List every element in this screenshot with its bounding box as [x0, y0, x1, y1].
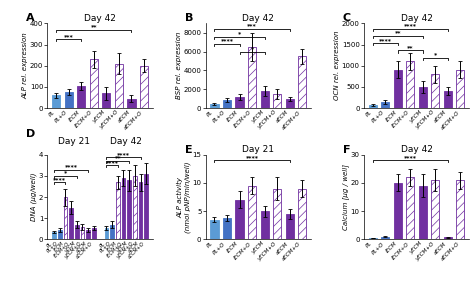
Bar	[406, 62, 414, 108]
Bar	[444, 237, 452, 239]
Text: *: *	[238, 31, 241, 36]
Bar	[52, 232, 56, 239]
Text: ****: ****	[117, 152, 130, 157]
Text: *: *	[250, 46, 254, 51]
Bar	[64, 197, 67, 239]
Bar	[210, 104, 219, 108]
Bar	[86, 230, 90, 239]
Bar	[248, 47, 256, 108]
Bar	[140, 66, 148, 108]
Bar	[298, 56, 306, 108]
Text: A: A	[27, 13, 35, 23]
Text: ****: ****	[404, 155, 417, 160]
Text: Day 42: Day 42	[110, 137, 142, 146]
Y-axis label: ALP activity
(nmol pNP/min/well): ALP activity (nmol pNP/min/well)	[177, 161, 191, 233]
Title: Day 42: Day 42	[242, 14, 274, 22]
Bar	[456, 70, 465, 108]
Title: Day 21: Day 21	[242, 145, 274, 154]
Text: Day 21: Day 21	[58, 137, 90, 146]
Bar	[92, 228, 96, 239]
Bar	[286, 214, 294, 239]
Bar	[90, 59, 98, 108]
Bar	[69, 208, 73, 239]
Text: B: B	[184, 13, 193, 23]
Bar	[223, 218, 231, 239]
Text: ***: ***	[64, 34, 73, 39]
Bar	[81, 227, 84, 239]
Bar	[248, 186, 256, 239]
Bar	[419, 87, 427, 108]
Bar	[65, 92, 73, 108]
Text: C: C	[343, 13, 351, 23]
Y-axis label: Calcium [μg / well]: Calcium [μg / well]	[343, 164, 349, 230]
Bar	[381, 237, 389, 239]
Bar	[393, 70, 402, 108]
Text: *: *	[434, 52, 437, 57]
Bar	[236, 200, 244, 239]
Text: ****: ****	[379, 38, 392, 43]
Bar	[139, 182, 142, 239]
Y-axis label: ALP rel. expression: ALP rel. expression	[22, 32, 28, 99]
Bar	[261, 91, 269, 108]
Bar	[369, 238, 377, 239]
Bar	[444, 91, 452, 108]
Text: ****: ****	[64, 164, 78, 169]
Y-axis label: DNA (μg/well): DNA (μg/well)	[31, 173, 37, 221]
Text: ****: ****	[220, 39, 234, 44]
Bar	[273, 94, 281, 108]
Bar	[128, 180, 131, 239]
Bar	[261, 211, 269, 239]
Bar	[223, 100, 231, 108]
Text: ****: ****	[106, 160, 118, 165]
Title: Day 42: Day 42	[401, 14, 432, 22]
Bar	[116, 182, 119, 239]
Bar	[298, 189, 306, 239]
Bar	[110, 225, 114, 239]
Bar	[236, 97, 244, 108]
Bar	[419, 186, 427, 239]
Bar	[58, 230, 62, 239]
Text: **: **	[91, 24, 97, 29]
Bar	[115, 64, 123, 108]
Bar	[381, 102, 389, 108]
Bar	[105, 228, 108, 239]
Text: D: D	[27, 129, 36, 139]
Text: F: F	[343, 145, 350, 154]
Bar	[128, 99, 136, 108]
Bar	[456, 180, 465, 239]
Text: E: E	[184, 145, 192, 154]
Text: **: **	[115, 156, 121, 161]
Bar	[393, 183, 402, 239]
Bar	[77, 86, 85, 108]
Text: *: *	[64, 171, 67, 175]
Text: ****: ****	[53, 177, 66, 182]
Text: **: **	[394, 31, 401, 36]
Bar	[145, 174, 148, 239]
Bar	[369, 105, 377, 108]
Text: **: **	[407, 45, 413, 50]
Bar	[286, 99, 294, 108]
Y-axis label: BSP rel. expression: BSP rel. expression	[176, 32, 182, 99]
Text: ****: ****	[404, 23, 417, 28]
Text: ****: ****	[246, 155, 258, 160]
Bar	[210, 220, 219, 239]
Title: Day 42: Day 42	[401, 145, 432, 154]
Bar	[273, 189, 281, 239]
Title: Day 42: Day 42	[84, 14, 116, 22]
Bar	[122, 178, 125, 239]
Bar	[406, 177, 414, 239]
Bar	[52, 95, 60, 108]
Y-axis label: OCN rel. expression: OCN rel. expression	[334, 31, 340, 100]
Bar	[431, 74, 439, 108]
Bar	[102, 93, 110, 108]
Bar	[133, 176, 137, 239]
Bar	[75, 225, 79, 239]
Bar	[431, 180, 439, 239]
Text: ***: ***	[247, 24, 257, 29]
